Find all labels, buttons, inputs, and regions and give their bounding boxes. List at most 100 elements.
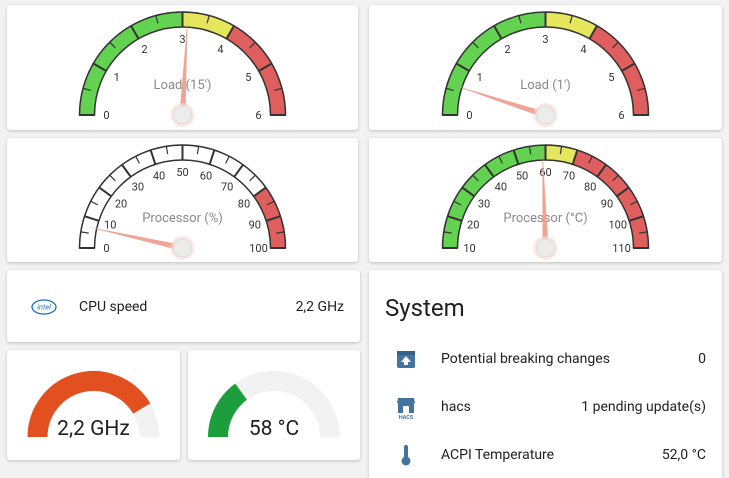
minor-tick	[80, 231, 89, 234]
minor-tick	[274, 87, 283, 91]
gauge-zone	[545, 12, 597, 39]
major-tick	[484, 164, 495, 178]
entity-name: Potential breaking changes	[441, 351, 610, 367]
major-tick	[447, 215, 463, 222]
gauge-zone	[442, 12, 546, 115]
minor-tick	[445, 87, 454, 91]
minor-tick	[109, 41, 116, 49]
minor-tick	[82, 87, 91, 91]
gauge-card[interactable]: 0 1 2 3 4 5 6 Load (1')	[369, 5, 722, 130]
entity-state: 52,0 °C	[661, 447, 706, 463]
minor-tick	[472, 174, 479, 182]
entity-name: ACPI Temperature	[441, 447, 555, 463]
tick-label: 6	[255, 109, 261, 122]
tick-label: 3	[179, 33, 185, 46]
gauge-card[interactable]: 2,2 GHz	[7, 350, 180, 460]
gauge-zone	[589, 25, 649, 115]
major-tick	[621, 62, 636, 72]
tick-label: 70	[563, 170, 575, 183]
needle	[179, 16, 188, 123]
major-tick	[208, 149, 216, 165]
tick-label: 1	[114, 71, 120, 84]
needle-hub	[173, 105, 192, 125]
entity-row[interactable]: intel CPU speed 2,2 GHz	[7, 292, 360, 322]
minor-tick	[443, 231, 452, 234]
entity-row[interactable]: ACPI Temperature 52,0 °C	[369, 440, 722, 470]
tick-label: 0	[103, 109, 109, 122]
tick-label: 4	[580, 43, 586, 56]
gauge-value: 2,2 GHz	[57, 417, 130, 441]
needle	[85, 226, 191, 251]
needle-hub	[536, 105, 555, 125]
minor-tick	[155, 15, 159, 24]
major-tick	[265, 215, 281, 222]
minor-tick	[588, 155, 593, 164]
tick-label: 100	[609, 219, 628, 232]
gauge-card[interactable]: 0 10 20 30 40 50 60 70 80 90 100 Processor (%)	[7, 138, 358, 262]
entity-row[interactable]: Potential breaking changes 0	[369, 344, 722, 374]
tick-label: 30	[132, 181, 144, 194]
major-tick	[571, 149, 579, 165]
major-tick	[258, 62, 273, 72]
tick-label: 1	[477, 71, 483, 84]
tick-label: 40	[153, 170, 165, 183]
gauge-zone	[572, 150, 649, 248]
tick-label: 5	[608, 71, 614, 84]
gauge: 0 1 2 3 4 5 6 Load (1')	[441, 11, 650, 127]
minor-tick	[196, 146, 200, 155]
minor-tick	[498, 155, 503, 164]
thermometer-icon	[401, 445, 411, 466]
minor-tick	[612, 174, 619, 182]
minor-tick	[453, 200, 462, 206]
major-tick	[616, 186, 630, 198]
minor-tick	[639, 231, 648, 234]
gauge-value-arc	[208, 383, 248, 438]
major-tick	[588, 25, 598, 40]
entity-card[interactable]: intel CPU speed 2,2 GHz	[7, 270, 360, 342]
gauge-card[interactable]: 10 20 30 40 50 60 70 80 90 100 110 Processor (°C)	[369, 138, 722, 262]
gauge-card[interactable]: 58 °C	[188, 350, 360, 460]
gauge-value: 58 °C	[249, 417, 299, 441]
major-tick	[130, 25, 140, 40]
major-tick	[461, 186, 475, 198]
gauge-zone	[182, 12, 234, 39]
minor-tick	[135, 155, 140, 164]
major-tick	[628, 215, 644, 222]
minor-tick	[612, 41, 619, 49]
entity-state: 1 pending update(s)	[581, 399, 706, 415]
update-icon	[397, 351, 415, 368]
tick-label: 80	[584, 181, 596, 194]
needle-hub	[173, 238, 192, 258]
tick-label: 6	[618, 109, 624, 122]
major-tick	[121, 164, 132, 178]
gauge-value-arc	[27, 371, 151, 438]
gauge-card[interactable]: 0 1 2 3 4 5 6 Load (15')	[7, 5, 358, 130]
major-tick	[225, 25, 235, 40]
minor-tick	[249, 41, 256, 49]
tick-label: 2	[504, 43, 510, 56]
tick-label: 90	[249, 219, 261, 232]
minor-tick	[90, 200, 99, 206]
minor-tick	[629, 200, 638, 206]
gauge-outline	[441, 11, 650, 116]
tick-label: 100	[249, 242, 268, 255]
needle	[542, 149, 549, 256]
tick-label: 60	[200, 170, 212, 183]
gauge-zone	[79, 12, 183, 115]
major-tick	[253, 186, 267, 198]
entity-state: 2,2 GHz	[295, 299, 344, 315]
minor-tick	[276, 231, 285, 234]
tick-label: 80	[238, 197, 250, 210]
hacs-icon: HACS	[397, 398, 415, 421]
tick-label: 20	[467, 219, 479, 232]
tick-label: 60	[539, 166, 551, 179]
tick-label: 40	[495, 181, 507, 194]
tick-label: 50	[516, 170, 528, 183]
entity-name: CPU speed	[79, 299, 148, 315]
major-tick	[84, 215, 100, 222]
entity-row[interactable]: HACS hacs 1 pending update(s)	[369, 392, 722, 422]
intel-icon: intel	[31, 299, 57, 315]
